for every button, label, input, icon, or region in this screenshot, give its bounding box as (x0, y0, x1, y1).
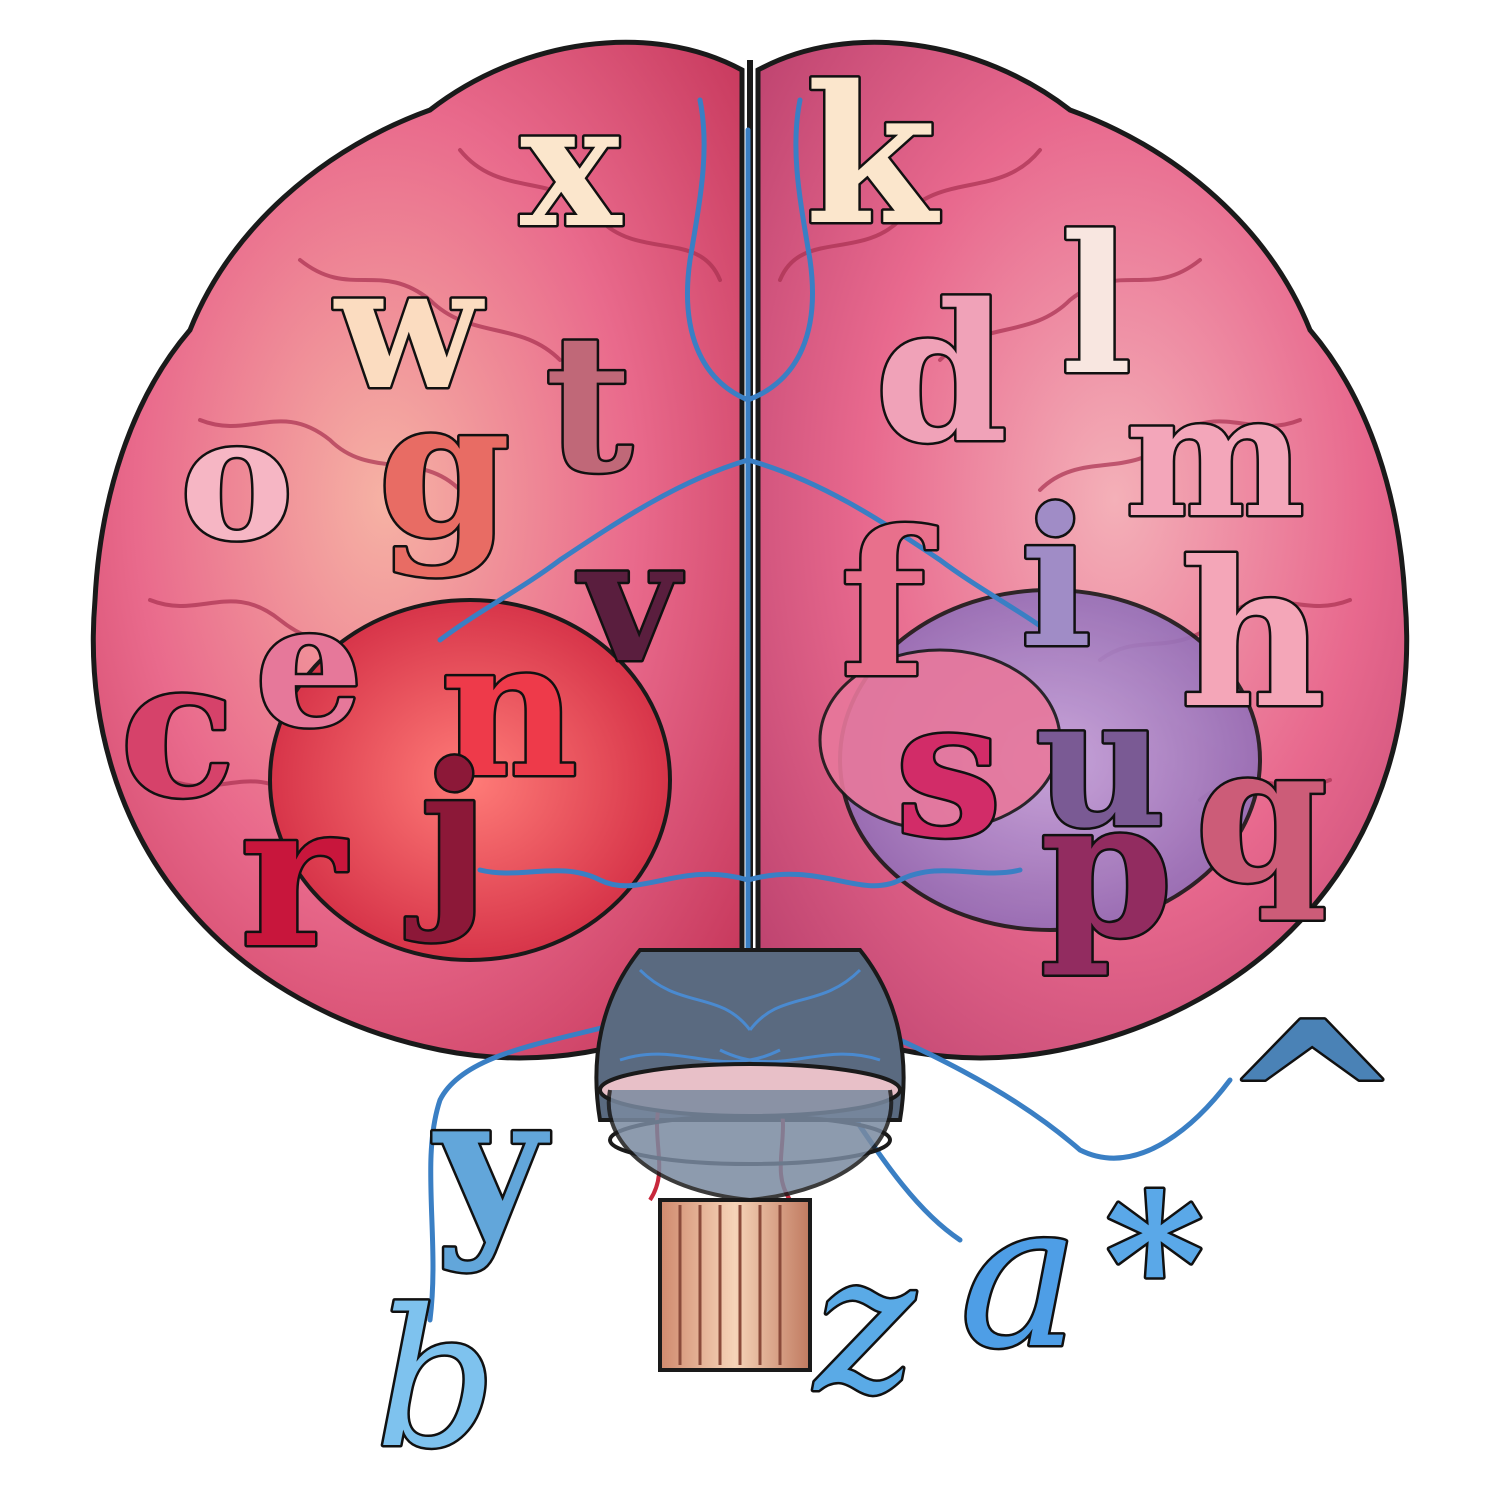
letter-v: v (576, 501, 684, 701)
letter-l: l (1060, 194, 1132, 417)
letter-a: a (960, 1160, 1079, 1393)
letters-layer: x k l w t d m o g v f i h e c n s u q r … (118, 42, 1407, 1493)
letter-asterisk: * (1105, 1152, 1204, 1375)
letter-k: k (805, 44, 940, 267)
letter-f: f (840, 488, 937, 723)
letter-i: i (1020, 467, 1092, 690)
letter-e: e (255, 566, 363, 766)
letter-y: y (432, 1052, 550, 1275)
spinal-cord (594, 948, 906, 1372)
letter-h: h (1180, 518, 1325, 753)
letter-q: q (1195, 702, 1328, 925)
brain-illustration (90, 39, 1410, 1061)
letter-o: o (180, 379, 293, 579)
letter-g: g (378, 357, 511, 580)
letter-x: x (520, 66, 623, 266)
letter-u: u (1035, 657, 1166, 868)
letter-caret: ^ (1220, 973, 1404, 1232)
letter-t: t (545, 292, 633, 515)
letter-b: b (375, 1269, 497, 1490)
letter-z: z (813, 1214, 917, 1435)
letter-n: n (440, 597, 578, 820)
letter-m: m (1125, 356, 1305, 556)
letter-p: p (1040, 757, 1173, 980)
letter-r: r (240, 758, 348, 993)
letter-d: d (875, 262, 1008, 485)
letter-s: s (895, 657, 1002, 880)
letter-c: c (120, 617, 236, 840)
letter-w: w (333, 228, 485, 428)
